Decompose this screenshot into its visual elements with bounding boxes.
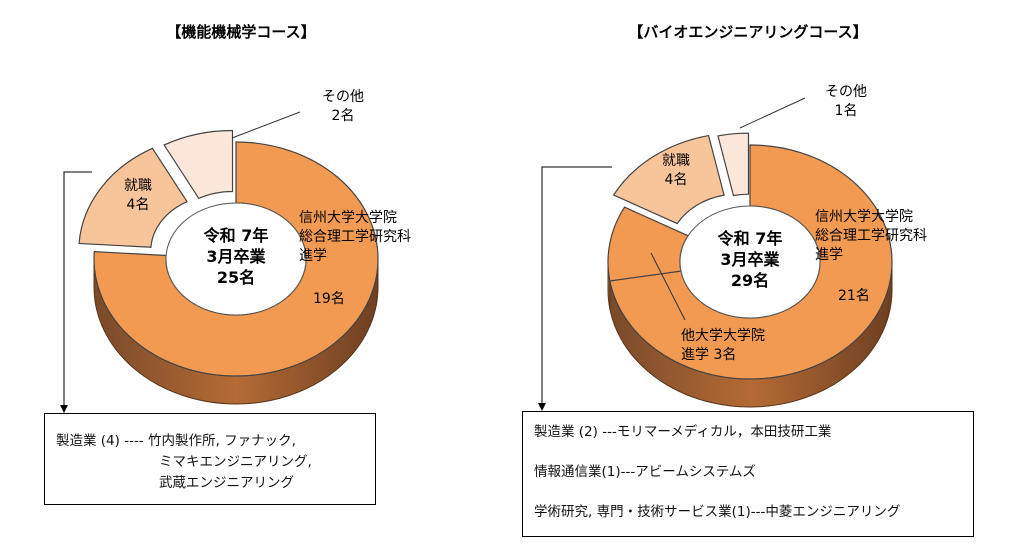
slice-4 — [717, 132, 750, 197]
note-left-line-3: 武蔵エンジニアリング — [159, 475, 294, 491]
slice-label-2: 他大学大学院 — [681, 328, 765, 344]
chart-title: 【機能機械学コース】 — [166, 23, 315, 41]
slice-label-2: 進学 3名 — [681, 347, 736, 363]
leader-other-grad — [650, 252, 686, 321]
employer-connector-line — [63, 171, 92, 407]
chart-title: 【バイオエンジニアリングコース】 — [628, 23, 867, 41]
slice-3 — [163, 129, 234, 200]
center-label-line-3: 29名 — [731, 271, 769, 290]
slice-label-3: その他 — [322, 89, 364, 105]
employer-notes-left: 製造業 (4) ---- 竹内製作所, ファナック, ミマキエンジニアリング, … — [44, 413, 376, 505]
slice-count-1: 19名 — [313, 291, 345, 307]
slice-label-4: その他 — [825, 84, 867, 100]
center-label-line-2: 3月卒業 — [206, 247, 266, 266]
slice-label-2: 就職 — [124, 178, 152, 194]
slice-label-1: 総合理工学研究科 — [815, 228, 927, 244]
note-left-line-2: ミマキエンジニアリング, — [159, 454, 312, 470]
slice-label-1: 進学 — [299, 248, 327, 264]
center-label-line-1: 令和 7年 — [203, 226, 269, 245]
slice-label-1: 総合理工学研究科 — [299, 229, 411, 245]
employer-arrow-head — [538, 403, 546, 411]
note-right-line-1: 製造業 (2) ---モリマーメディカル，本田技研工業 — [534, 424, 832, 440]
note-right-line-2: 情報通信業(1)---アビームシステムズ — [534, 464, 756, 480]
slice-label-1: 信州大学大学院 — [299, 210, 397, 226]
center-label-line-3: 25名 — [217, 268, 255, 287]
employer-connector-line — [541, 166, 612, 405]
employer-arrow-head — [60, 405, 68, 413]
slice-label-3: 2名 — [332, 108, 355, 124]
slice-label-1: 信州大学大学院 — [815, 209, 913, 225]
note-right-line-3: 学術研究, 専門・技術サービス業(1)---中菱エンジニアリング — [534, 504, 901, 520]
employer-notes-right: 製造業 (2) ---モリマーメディカル，本田技研工業 情報通信業(1)---ア… — [522, 411, 974, 537]
slice-label-1: 進学 — [815, 247, 843, 263]
note-left-line-1: 製造業 (4) ---- 竹内製作所, ファナック, — [56, 433, 296, 449]
leader-other — [231, 111, 301, 139]
slice-count-1: 21名 — [838, 288, 870, 304]
slice-label-4: 1名 — [835, 103, 858, 119]
donut-hole — [679, 205, 821, 319]
chart-bioengineering: 【バイオエンジニアリングコース】令和 7年 3月卒業 29名 信州大学大学院総合理工学… — [538, 23, 927, 411]
center-label-line-1: 令和 7年 — [717, 229, 783, 248]
slice-label-2: 4名 — [127, 197, 150, 213]
donut-hole — [165, 202, 307, 316]
slice-label-3: 4名 — [665, 172, 688, 188]
slice-2 — [78, 147, 188, 248]
center-label-line-2: 3月卒業 — [720, 250, 780, 269]
leader-other — [739, 97, 806, 129]
slice-label-3: 就職 — [662, 153, 690, 169]
slice-3 — [612, 134, 725, 225]
